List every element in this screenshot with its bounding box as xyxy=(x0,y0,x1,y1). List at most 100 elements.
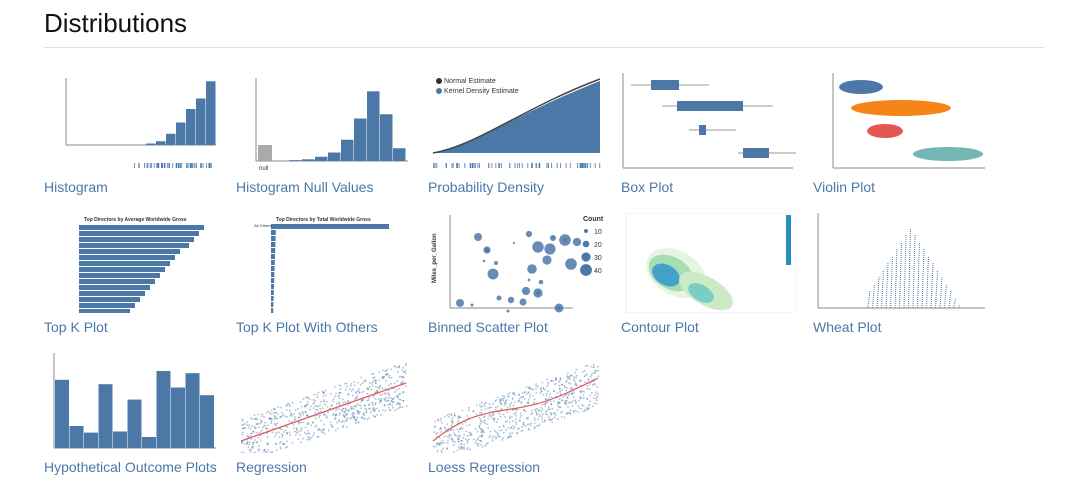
tick xyxy=(200,163,202,168)
point xyxy=(271,431,274,434)
point xyxy=(533,426,536,428)
point xyxy=(518,397,521,400)
point xyxy=(252,445,255,448)
point xyxy=(396,403,398,405)
example-link[interactable]: Top K Plot With Others xyxy=(236,319,378,335)
point xyxy=(371,383,373,385)
point xyxy=(515,423,518,425)
point xyxy=(379,385,382,388)
example-link[interactable]: Hypothetical Outcome Plots xyxy=(44,459,217,475)
point xyxy=(570,401,573,404)
bar xyxy=(55,379,69,448)
point xyxy=(448,434,450,437)
point xyxy=(525,417,528,420)
thumb-text: 20 xyxy=(594,242,602,249)
point xyxy=(318,416,321,419)
point xyxy=(512,404,515,407)
point xyxy=(500,399,502,402)
example-link[interactable]: Histogram xyxy=(44,179,108,195)
point xyxy=(388,375,391,377)
point xyxy=(575,409,577,412)
example-link[interactable]: Top K Plot xyxy=(44,319,108,335)
point xyxy=(302,437,304,440)
point xyxy=(573,396,575,398)
point xyxy=(528,429,530,431)
point xyxy=(279,446,282,449)
point xyxy=(335,409,337,412)
point xyxy=(472,410,474,412)
point xyxy=(467,417,469,420)
point xyxy=(246,421,249,424)
point xyxy=(444,435,446,438)
point xyxy=(500,409,502,411)
point xyxy=(504,402,507,405)
example-link[interactable]: Histogram Null Values xyxy=(236,179,374,195)
point xyxy=(492,418,495,421)
tick xyxy=(499,163,501,168)
example-link[interactable]: Wheat Plot xyxy=(813,319,882,335)
example-link[interactable]: Loess Regression xyxy=(428,459,541,475)
point xyxy=(596,395,599,398)
example-link[interactable]: Violin Plot xyxy=(813,179,876,195)
point xyxy=(344,420,346,423)
tick xyxy=(195,163,197,168)
point xyxy=(291,415,293,417)
point xyxy=(566,387,568,389)
point xyxy=(241,418,244,421)
point xyxy=(308,439,311,441)
thumb-text: Normal Estimate xyxy=(444,78,496,85)
bar xyxy=(79,255,175,260)
example-link[interactable]: Regression xyxy=(236,459,307,475)
point xyxy=(581,390,584,393)
point xyxy=(566,379,568,382)
point xyxy=(483,416,485,418)
point xyxy=(405,405,408,407)
point xyxy=(338,384,340,387)
tick xyxy=(471,163,473,168)
point xyxy=(450,424,453,427)
point xyxy=(487,427,489,429)
point xyxy=(317,429,319,431)
point xyxy=(344,414,347,416)
example-link[interactable]: Contour Plot xyxy=(621,319,699,335)
point xyxy=(514,426,516,429)
example-link[interactable]: Box Plot xyxy=(621,179,674,195)
point xyxy=(314,405,317,407)
point xyxy=(345,409,348,411)
point xyxy=(353,384,356,386)
point xyxy=(506,309,510,313)
point xyxy=(456,428,459,431)
point xyxy=(461,439,463,442)
point xyxy=(274,442,277,445)
point xyxy=(241,451,243,453)
point xyxy=(251,418,254,420)
point xyxy=(554,395,557,398)
example-link[interactable]: Probability Density xyxy=(428,179,544,195)
point xyxy=(512,409,514,411)
point xyxy=(329,407,331,409)
point xyxy=(384,398,387,401)
point xyxy=(550,403,553,406)
point xyxy=(578,407,580,409)
point xyxy=(364,380,367,383)
point xyxy=(266,442,268,445)
point xyxy=(461,448,463,450)
point xyxy=(511,397,514,400)
point xyxy=(560,399,563,402)
thumb-text: All Others xyxy=(254,223,272,228)
point xyxy=(504,421,507,423)
point xyxy=(355,406,357,408)
point xyxy=(294,416,296,418)
point xyxy=(457,417,460,419)
point xyxy=(347,394,349,396)
point xyxy=(404,370,407,372)
bar xyxy=(271,290,274,295)
point xyxy=(305,404,307,407)
example-link[interactable]: Binned Scatter Plot xyxy=(428,319,548,335)
point xyxy=(381,387,384,390)
point xyxy=(275,431,277,434)
point xyxy=(263,425,265,427)
tick xyxy=(190,163,192,168)
point xyxy=(368,399,370,401)
dot-stack xyxy=(948,290,952,309)
